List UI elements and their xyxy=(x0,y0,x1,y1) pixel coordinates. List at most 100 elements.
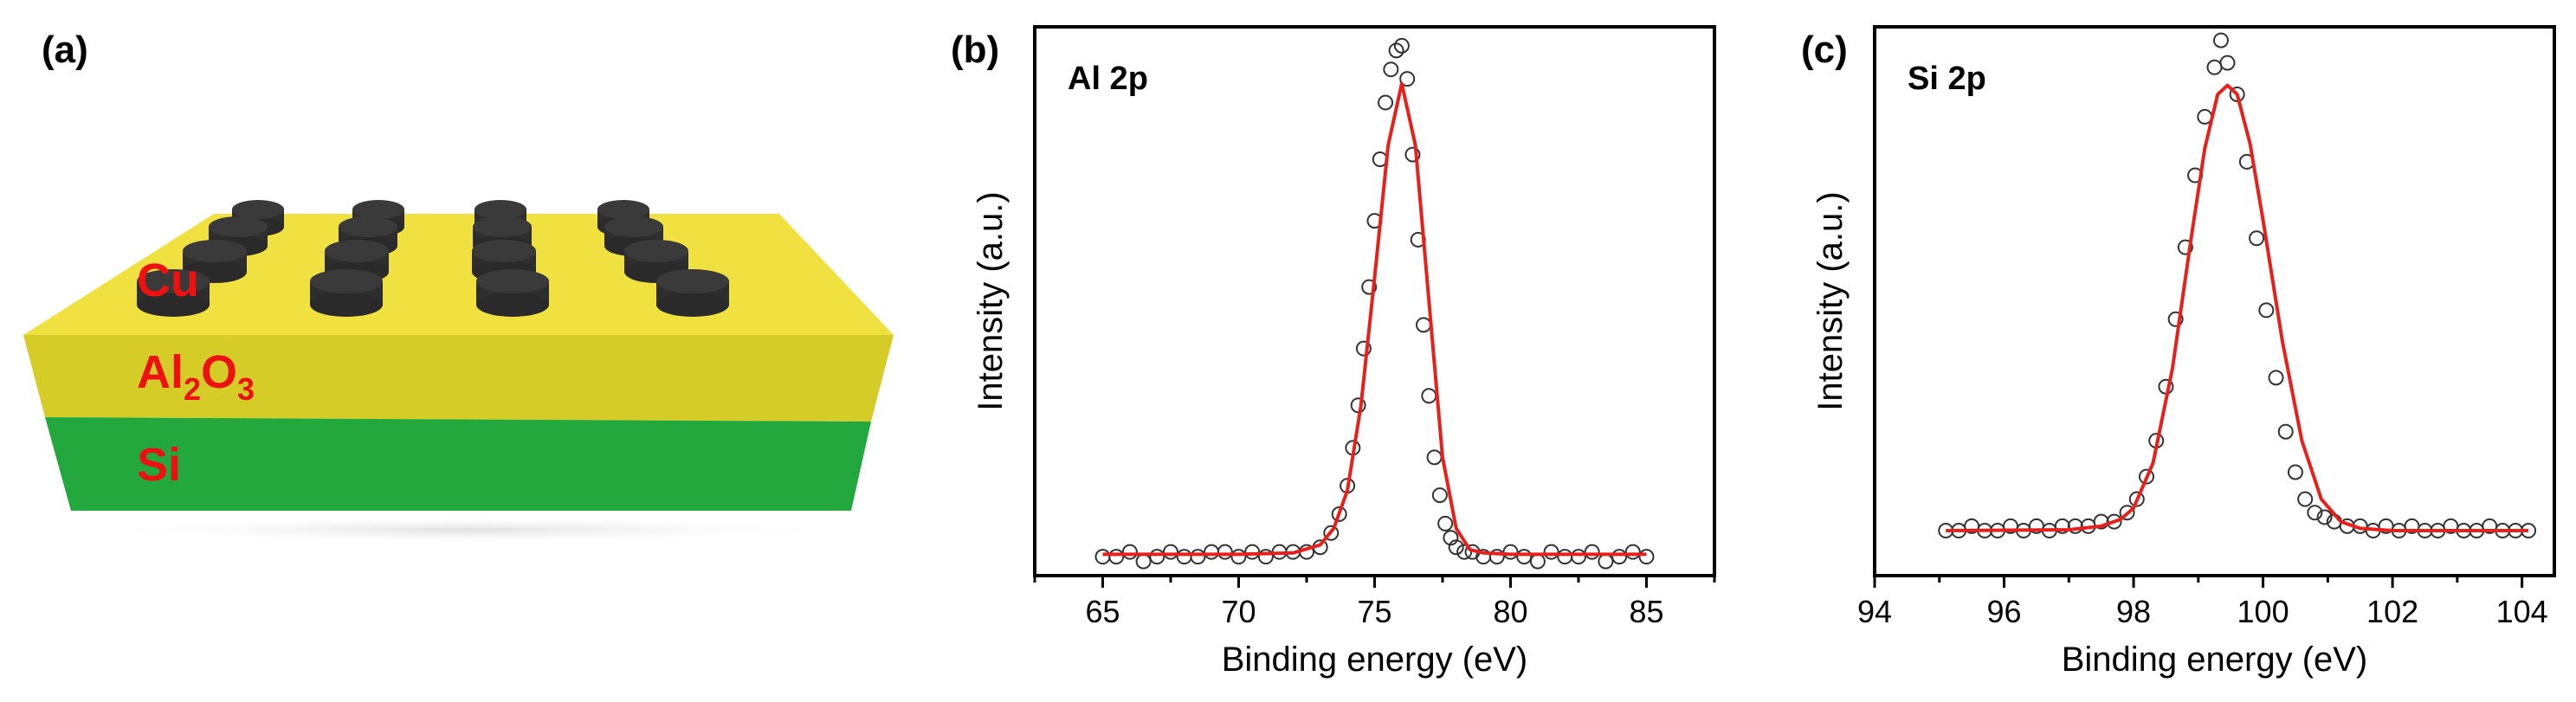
x-axis-label: Binding energy (eV) xyxy=(1222,641,1528,679)
panel-b-label: (b) xyxy=(951,29,999,71)
data-point xyxy=(1421,388,1437,404)
al2o3-label: Al2O3 xyxy=(137,346,255,407)
data-point xyxy=(1378,94,1394,111)
x-tick-label: 94 xyxy=(1857,594,1892,629)
data-point xyxy=(1393,37,1410,54)
data-point xyxy=(2258,302,2275,319)
cu-dots xyxy=(137,200,729,317)
data-point xyxy=(1431,487,1448,504)
panel-c-label: (c) xyxy=(1801,29,1848,71)
data-point xyxy=(1598,553,1614,570)
data-point xyxy=(1516,549,1533,565)
data-point xyxy=(2119,505,2135,521)
plot-title: Si 2p xyxy=(1908,61,1986,97)
x-tick-label: 75 xyxy=(1357,594,1391,629)
x-tick-label: 104 xyxy=(2496,594,2548,629)
substrate-shadow xyxy=(78,516,857,544)
data-point xyxy=(1388,42,1404,59)
data-point xyxy=(2054,518,2070,534)
fit-line xyxy=(1946,83,2529,532)
plot-title: Al 2p xyxy=(1068,61,1148,97)
data-point xyxy=(2268,370,2284,386)
data-point xyxy=(1529,553,1546,570)
data-point xyxy=(2297,491,2314,507)
fit-line xyxy=(1102,81,1647,557)
cu-label: Cu xyxy=(137,254,199,306)
data-point xyxy=(1094,549,1111,565)
data-point xyxy=(2128,491,2145,507)
x-axis-label: Binding energy (eV) xyxy=(2062,641,2368,679)
si-label: Si xyxy=(137,439,181,491)
panel-a-label: (a) xyxy=(42,29,88,71)
data-point xyxy=(1230,549,1247,565)
cu-dot xyxy=(310,269,383,317)
data-point xyxy=(2067,518,2083,534)
data-point xyxy=(1404,146,1421,163)
data-point xyxy=(1399,71,1416,87)
plot-frame xyxy=(1033,25,1716,577)
data-point xyxy=(2093,513,2109,530)
panel-c: (c) 94 96 98 100 102 104 Binding energy (eV) In… xyxy=(1801,25,2556,679)
y-axis-label: Intensity (a.u.) xyxy=(1811,191,1850,410)
data-point xyxy=(1244,544,1261,560)
data-point xyxy=(1257,549,1274,565)
cu-dot xyxy=(137,269,210,317)
data-point xyxy=(1611,549,1628,565)
plot-frame xyxy=(1873,25,2556,577)
x-tick-label: 70 xyxy=(1221,594,1256,629)
data-point xyxy=(1443,530,1459,546)
data-point xyxy=(1502,544,1519,560)
data-point xyxy=(2139,468,2154,485)
cu-dot xyxy=(656,269,729,317)
data-point xyxy=(1355,340,1372,357)
data-point xyxy=(2219,55,2236,71)
data-point xyxy=(1426,449,1443,466)
x-tick-label: 65 xyxy=(1085,594,1120,629)
data-point xyxy=(1437,515,1454,531)
data-point xyxy=(1163,544,1178,560)
data-point xyxy=(2206,59,2223,75)
data-point xyxy=(1176,549,1192,565)
data-point xyxy=(1135,553,1152,570)
data-point xyxy=(2167,311,2184,327)
data-point xyxy=(1488,549,1505,565)
data-point xyxy=(1584,544,1600,560)
data-point xyxy=(2287,464,2303,480)
x-tick-label: 100 xyxy=(2237,594,2289,629)
x-tick-label: 98 xyxy=(2116,594,2151,629)
data-point xyxy=(1571,549,1586,565)
data-point xyxy=(1448,539,1464,556)
data-point xyxy=(1323,525,1340,541)
data-point xyxy=(1624,544,1641,560)
data-point xyxy=(1204,544,1220,560)
data-point xyxy=(2277,423,2294,440)
data-point xyxy=(1108,549,1125,565)
al2p-chart: 65 70 75 80 85 Binding energy (eV) Intensity (… xyxy=(972,25,1716,679)
data-point xyxy=(2307,505,2323,521)
data-point xyxy=(1456,544,1473,560)
data-point xyxy=(2212,32,2229,48)
x-tick-label: 85 xyxy=(1629,594,1663,629)
x-tick-label: 102 xyxy=(2366,594,2418,629)
data-point xyxy=(1121,544,1138,560)
data-point xyxy=(1383,61,1399,78)
x-tick-label: 96 xyxy=(1987,594,2022,629)
data-point xyxy=(1638,549,1655,565)
data-point xyxy=(1543,544,1559,560)
data-point xyxy=(2106,513,2122,530)
data-point xyxy=(2177,239,2193,255)
data-point xyxy=(1361,279,1378,295)
data-point xyxy=(2249,230,2265,247)
data-point xyxy=(1416,317,1432,333)
panel-a: (a) Cu Al2O3 Si xyxy=(23,29,894,544)
y-axis-label: Intensity (a.u.) xyxy=(972,191,1010,410)
al2o3-layer xyxy=(23,335,894,422)
cu-dot xyxy=(476,269,549,317)
data-point xyxy=(1190,549,1206,565)
data-point xyxy=(1149,549,1165,565)
data-point xyxy=(2229,86,2245,102)
data-point xyxy=(1331,506,1347,522)
data-point xyxy=(1557,549,1573,565)
data-point xyxy=(1217,544,1233,560)
